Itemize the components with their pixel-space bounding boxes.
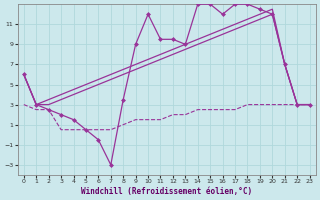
X-axis label: Windchill (Refroidissement éolien,°C): Windchill (Refroidissement éolien,°C) — [81, 187, 252, 196]
